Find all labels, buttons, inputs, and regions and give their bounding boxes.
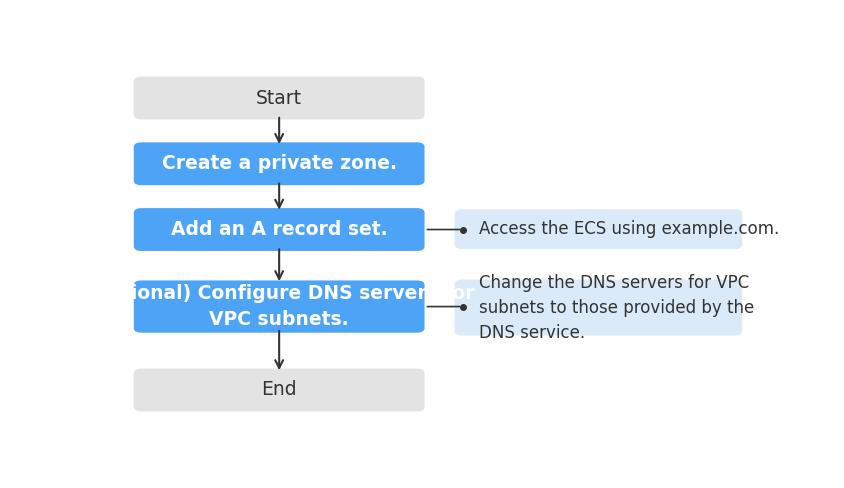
Text: Access the ECS using example.com.: Access the ECS using example.com.: [479, 220, 778, 238]
Text: Create a private zone.: Create a private zone.: [161, 154, 396, 173]
FancyBboxPatch shape: [454, 209, 741, 249]
Text: (Optional) Configure DNS servers for
VPC subnets.: (Optional) Configure DNS servers for VPC…: [84, 284, 474, 329]
FancyBboxPatch shape: [454, 280, 741, 335]
FancyBboxPatch shape: [133, 368, 424, 411]
FancyBboxPatch shape: [133, 281, 424, 333]
Text: Change the DNS servers for VPC
subnets to those provided by the
DNS service.: Change the DNS servers for VPC subnets t…: [479, 273, 753, 342]
Text: Start: Start: [256, 88, 302, 107]
FancyBboxPatch shape: [133, 142, 424, 185]
FancyBboxPatch shape: [133, 208, 424, 251]
Text: Add an A record set.: Add an A record set.: [170, 220, 387, 239]
Text: End: End: [261, 381, 296, 400]
FancyBboxPatch shape: [133, 77, 424, 120]
